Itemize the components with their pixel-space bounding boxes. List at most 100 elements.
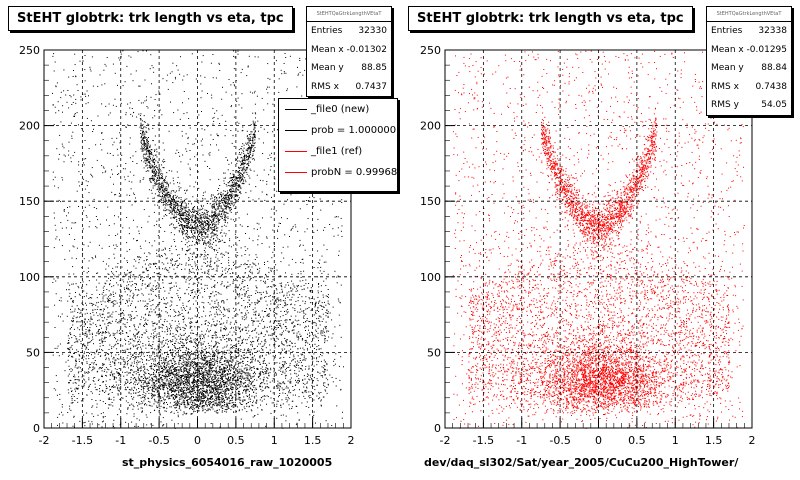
scatter-point xyxy=(145,157,147,159)
scatter-point xyxy=(101,327,102,329)
scatter-point xyxy=(75,336,77,338)
scatter-point xyxy=(198,375,200,377)
scatter-point xyxy=(195,393,197,395)
scatter-point xyxy=(112,334,114,336)
scatter-point xyxy=(259,361,261,363)
scatter-point xyxy=(195,293,197,295)
scatter-point xyxy=(90,317,92,319)
scatter-point xyxy=(183,307,185,309)
scatter-point xyxy=(233,55,235,57)
scatter-point xyxy=(84,345,86,347)
scatter-point xyxy=(228,268,230,269)
scatter-point xyxy=(171,203,172,205)
scatter-point xyxy=(170,349,171,351)
scatter-point xyxy=(285,303,287,305)
scatter-point xyxy=(158,179,159,181)
scatter-point xyxy=(126,371,128,373)
scatter-point xyxy=(128,341,130,343)
scatter-point xyxy=(198,405,200,407)
scatter-point xyxy=(146,157,148,159)
scatter-point xyxy=(195,242,197,244)
scatter-point xyxy=(246,277,248,279)
scatter-point xyxy=(219,380,221,382)
scatter-point xyxy=(297,339,299,341)
scatter-point xyxy=(206,360,208,362)
scatter-point xyxy=(195,382,197,384)
scatter-point xyxy=(147,107,149,109)
scatter-point xyxy=(311,352,313,353)
scatter-point xyxy=(204,216,206,218)
scatter-point xyxy=(241,175,243,177)
scatter-point xyxy=(141,283,143,285)
scatter-point xyxy=(217,190,219,191)
scatter-point xyxy=(88,271,90,272)
scatter-point xyxy=(83,356,85,358)
scatter-point xyxy=(239,176,241,178)
scatter-point xyxy=(131,204,133,206)
scatter-point xyxy=(166,194,168,196)
scatter-point xyxy=(203,243,205,245)
scatter-point xyxy=(233,377,235,379)
scatter-point xyxy=(99,332,100,334)
scatter-point xyxy=(225,198,227,200)
scatter-point xyxy=(273,371,275,373)
scatter-point xyxy=(230,399,232,401)
scatter-point xyxy=(238,350,240,352)
scatter-point xyxy=(79,420,81,422)
scatter-point xyxy=(286,218,288,220)
scatter-point xyxy=(317,290,319,292)
scatter-point xyxy=(341,236,343,237)
scatter-point xyxy=(207,261,208,263)
scatter-point xyxy=(224,385,226,387)
scatter-point xyxy=(209,390,211,392)
scatter-point xyxy=(148,338,150,340)
scatter-point xyxy=(135,289,137,291)
scatter-point xyxy=(202,375,204,377)
scatter-point xyxy=(167,262,169,264)
scatter-point xyxy=(219,210,221,212)
scatter-point xyxy=(153,372,154,374)
scatter-point xyxy=(197,370,199,372)
scatter-point xyxy=(216,390,217,392)
scatter-point xyxy=(188,335,190,337)
scatter-point xyxy=(154,168,156,170)
scatter-point xyxy=(217,207,219,209)
scatter-point xyxy=(233,263,235,265)
scatter-point xyxy=(229,210,231,212)
scatter-point xyxy=(270,216,272,218)
scatter-point xyxy=(118,362,120,364)
scatter-point xyxy=(223,405,225,407)
scatter-point xyxy=(169,200,171,202)
scatter-point xyxy=(118,408,120,410)
scatter-point xyxy=(63,147,65,149)
scatter-point xyxy=(201,400,203,402)
scatter-point xyxy=(159,395,160,397)
scatter-point xyxy=(148,215,150,217)
scatter-point xyxy=(252,142,254,144)
scatter-point xyxy=(207,321,209,323)
scatter-point xyxy=(183,354,185,356)
scatter-point xyxy=(124,168,126,170)
scatter-point xyxy=(105,374,107,376)
scatter-point xyxy=(177,404,178,405)
scatter-point xyxy=(196,366,198,368)
scatter-point xyxy=(205,368,206,370)
scatter-point xyxy=(304,390,306,392)
scatter-point xyxy=(226,397,228,399)
scatter-point xyxy=(202,401,204,403)
scatter-point xyxy=(155,365,157,367)
scatter-point xyxy=(225,184,227,185)
scatter-point xyxy=(220,362,222,363)
scatter-point xyxy=(77,327,79,329)
scatter-point xyxy=(199,208,201,210)
scatter-point xyxy=(224,309,226,311)
scatter-point xyxy=(107,407,109,409)
scatter-point xyxy=(101,370,103,372)
scatter-point xyxy=(184,407,186,409)
scatter-point xyxy=(96,325,98,327)
scatter-point xyxy=(253,314,255,316)
scatter-point xyxy=(220,232,221,234)
scatter-point xyxy=(108,103,110,105)
scatter-point xyxy=(262,345,264,347)
scatter-point xyxy=(260,386,261,388)
